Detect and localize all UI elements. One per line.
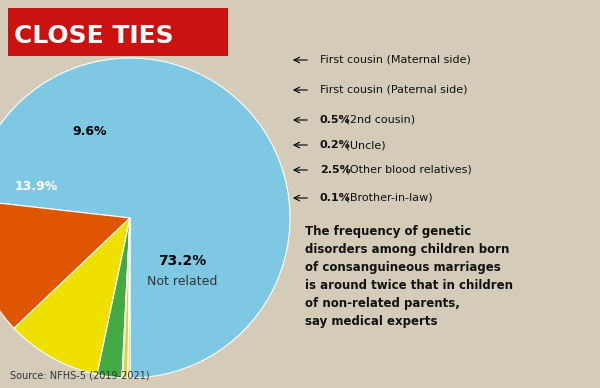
Wedge shape xyxy=(123,218,130,378)
Wedge shape xyxy=(122,218,130,378)
Wedge shape xyxy=(14,218,130,374)
Text: 0.1%: 0.1% xyxy=(320,193,351,203)
Text: CLOSE TIES: CLOSE TIES xyxy=(14,24,173,48)
Text: Not related: Not related xyxy=(147,275,217,288)
Text: (2nd cousin): (2nd cousin) xyxy=(342,115,415,125)
Text: (Uncle): (Uncle) xyxy=(342,140,386,150)
Text: The frequency of genetic
disorders among children born
of consanguineous marriag: The frequency of genetic disorders among… xyxy=(305,225,513,328)
Text: (Other blood relatives): (Other blood relatives) xyxy=(342,165,472,175)
Text: 0.5%: 0.5% xyxy=(320,115,350,125)
Text: 2.5%: 2.5% xyxy=(320,165,351,175)
Wedge shape xyxy=(0,58,290,378)
FancyBboxPatch shape xyxy=(8,8,228,56)
Wedge shape xyxy=(128,218,130,378)
Text: 9.6%: 9.6% xyxy=(73,125,107,138)
Text: First cousin (Paternal side): First cousin (Paternal side) xyxy=(320,85,467,95)
Text: First cousin (Maternal side): First cousin (Maternal side) xyxy=(320,55,471,65)
Text: 73.2%: 73.2% xyxy=(158,255,206,268)
Wedge shape xyxy=(97,218,130,378)
Wedge shape xyxy=(0,200,130,328)
Text: (Brother-in-law): (Brother-in-law) xyxy=(342,193,433,203)
Text: 13.9%: 13.9% xyxy=(14,180,58,193)
Text: 0.2%: 0.2% xyxy=(320,140,351,150)
Text: Source: NFHS-5 (2019-2021): Source: NFHS-5 (2019-2021) xyxy=(10,370,149,380)
